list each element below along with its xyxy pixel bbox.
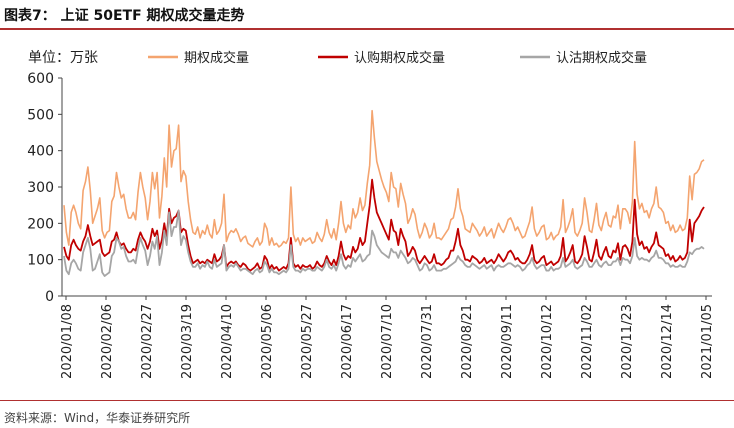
x-tick-label: 2020/02/27 — [140, 304, 155, 379]
figure-title-bar: 图表7： 上证 50ETF 期权成交量走势 — [0, 0, 734, 30]
x-tick-label: 2020/05/27 — [300, 304, 315, 379]
x-axis: 2020/01/08 2020/02/06 2020/02/27 2020/03/19… — [60, 295, 715, 379]
volume-line-chart: 单位：万张 期权成交量 认购期权成交量 认沽期权成交量 0 100 200 300 400 5… — [27, 50, 715, 379]
y-axis: 0 100 200 300 400 500 600 — [27, 71, 63, 305]
legend-label-1: 期权成交量 — [184, 50, 249, 66]
x-tick-label: 2020/04/10 — [220, 304, 235, 379]
x-tick-label: 2020/06/17 — [340, 304, 355, 379]
x-tick-label: 2020/05/06 — [260, 304, 275, 379]
y-tick-label: 300 — [27, 180, 54, 196]
source-note: 资料来源：Wind，华泰证券研究所 — [4, 411, 191, 425]
x-tick-label: 2020/11/02 — [580, 304, 595, 379]
x-tick-label: 2020/02/06 — [100, 304, 115, 379]
x-tick-label: 2020/11/23 — [620, 304, 635, 379]
x-tick-label: 2020/07/10 — [380, 304, 395, 379]
chart-legend: 期权成交量 认购期权成交量 认沽期权成交量 — [148, 50, 647, 66]
x-tick-label: 2020/09/11 — [500, 304, 515, 379]
x-tick-label: 2020/08/21 — [460, 304, 475, 379]
y-tick-label: 200 — [27, 216, 54, 232]
x-tick-label: 2021/01/05 — [700, 304, 715, 379]
legend-label-3: 认沽期权成交量 — [556, 50, 647, 66]
legend-label-2: 认购期权成交量 — [354, 50, 445, 66]
x-tick-label: 2020/03/19 — [180, 304, 195, 379]
series-line-2 — [63, 178, 705, 272]
x-tick-label: 2020/10/12 — [540, 304, 555, 379]
figure-title: 图表7： 上证 50ETF 期权成交量走势 — [4, 8, 245, 24]
series-line-1 — [63, 109, 705, 248]
title-rule — [0, 28, 734, 30]
bottom-rule — [0, 400, 734, 401]
y-tick-label: 600 — [27, 71, 54, 87]
unit-label: 单位：万张 — [28, 50, 98, 66]
x-tick-label: 2020/12/14 — [660, 304, 675, 379]
y-tick-label: 100 — [27, 253, 54, 269]
x-tick-label: 2020/07/31 — [420, 304, 435, 379]
x-tick-label: 2020/01/08 — [60, 304, 75, 379]
y-tick-label: 500 — [27, 107, 54, 123]
series-line-3 — [63, 209, 705, 277]
y-tick-label: 400 — [27, 144, 54, 160]
y-tick-label: 0 — [45, 289, 54, 305]
series-lines — [63, 109, 705, 277]
